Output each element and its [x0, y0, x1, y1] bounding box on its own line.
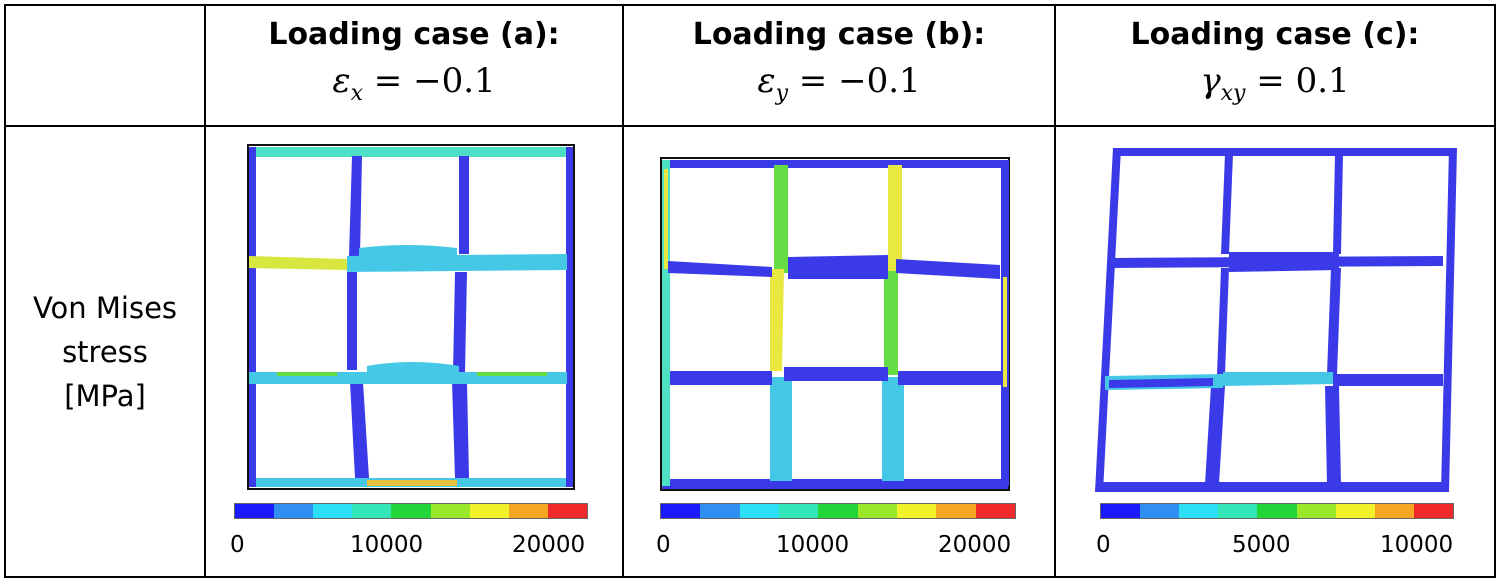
tick-a-1: 10000: [350, 532, 424, 558]
fem-plot-b: [660, 157, 1010, 491]
header-cell-b: Loading case (b): εy = −0.1: [624, 6, 1054, 125]
colorbar-c-seg-1: [1140, 504, 1180, 518]
colorbar-b-seg-5: [857, 504, 897, 518]
colorbar-c-seg-7: [1374, 504, 1414, 518]
colorbar-c-seg-2: [1179, 504, 1219, 518]
tick-c-2: 10000: [1380, 532, 1454, 558]
header-formula-b: εy = −0.1: [757, 61, 921, 106]
colorbar-a-seg-4: [391, 504, 431, 518]
tick-b-2: 20000: [938, 532, 1012, 558]
fem-plot-c: [1095, 148, 1457, 492]
colorbar-b-seg-7: [936, 504, 976, 518]
row-label-line-2: stress: [62, 334, 148, 369]
tick-c-0: 0: [1096, 532, 1111, 558]
tick-a-2: 20000: [512, 532, 586, 558]
colorbar-c-seg-4: [1257, 504, 1297, 518]
colorbar-a: [234, 503, 588, 519]
table-border-top: [4, 4, 1496, 6]
colorbar-a-seg-8: [547, 504, 587, 518]
tick-b-0: 0: [656, 532, 671, 558]
colorbar-b-seg-3: [778, 504, 819, 518]
colorbar-b-seg-1: [700, 504, 740, 518]
colorbar-c: [1100, 503, 1454, 519]
table-border-left: [4, 4, 6, 578]
table-col-divider-3: [1054, 4, 1056, 578]
header-title-a: Loading case (a):: [268, 17, 560, 53]
header-title-b: Loading case (b):: [692, 17, 986, 53]
colorbar-a-seg-3: [352, 504, 392, 518]
colorbar-a-seg-5: [430, 504, 470, 518]
colorbar-b-seg-2: [739, 504, 779, 518]
header-title-c: Loading case (c):: [1130, 17, 1420, 53]
tick-a-0: 0: [230, 532, 245, 558]
header-cell-c: Loading case (c): γxy = 0.1: [1056, 6, 1494, 125]
table-header-divider: [4, 125, 1496, 127]
header-cell-a: Loading case (a): εx = −0.1: [206, 6, 622, 125]
colorbar-c-seg-5: [1296, 504, 1336, 518]
colorbar-c-seg-8: [1413, 504, 1453, 518]
tick-b-1: 10000: [776, 532, 850, 558]
tick-c-1: 5000: [1232, 532, 1291, 558]
colorbar-a-seg-1: [274, 504, 314, 518]
colorbar-b-seg-6: [896, 504, 937, 518]
colorbar-c-seg-0: [1101, 504, 1141, 518]
colorbar-b-seg-4: [818, 504, 858, 518]
colorbar-c-seg-6: [1335, 504, 1375, 518]
table-border-bottom: [4, 576, 1496, 578]
table-border-right: [1494, 4, 1496, 578]
row-label-line-3: [MPa]: [64, 378, 146, 413]
colorbar-b-seg-8: [975, 504, 1015, 518]
row-label-line-1: Von Mises: [32, 290, 178, 325]
row-label-cell: Von Mises stress [MPa]: [6, 127, 204, 576]
fem-plot-a: [247, 144, 575, 490]
colorbar-c-seg-3: [1218, 504, 1258, 518]
table-col-divider-2: [622, 4, 624, 578]
colorbar-b: [660, 503, 1016, 519]
table-col-divider-1: [204, 4, 206, 578]
colorbar-a-seg-2: [313, 504, 353, 518]
header-formula-a: εx = −0.1: [332, 61, 496, 106]
colorbar-a-seg-0: [235, 504, 275, 518]
colorbar-a-seg-7: [508, 504, 548, 518]
colorbar-b-seg-0: [661, 504, 701, 518]
header-formula-c: γxy = 0.1: [1200, 61, 1350, 106]
colorbar-a-seg-6: [469, 504, 509, 518]
